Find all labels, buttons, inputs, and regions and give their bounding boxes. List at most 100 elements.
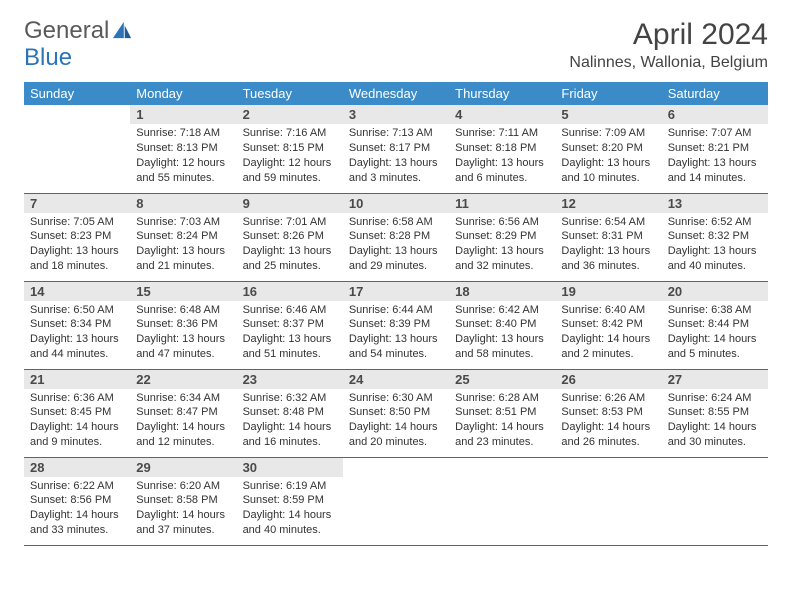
daylight-line: Daylight: 13 hours and 36 minutes. — [561, 244, 655, 274]
day-number: 24 — [343, 370, 449, 389]
day-number: 5 — [555, 105, 661, 124]
sunrise-line: Sunrise: 7:03 AM — [136, 215, 230, 230]
sunrise-line: Sunrise: 6:30 AM — [349, 391, 443, 406]
calendar-day-cell: 11Sunrise: 6:56 AMSunset: 8:29 PMDayligh… — [449, 193, 555, 281]
day-details: Sunrise: 6:42 AMSunset: 8:40 PMDaylight:… — [449, 301, 555, 366]
day-details: Sunrise: 6:46 AMSunset: 8:37 PMDaylight:… — [237, 301, 343, 366]
calendar-day-cell: 3Sunrise: 7:13 AMSunset: 8:17 PMDaylight… — [343, 105, 449, 193]
day-details: Sunrise: 6:30 AMSunset: 8:50 PMDaylight:… — [343, 389, 449, 454]
calendar-day-cell: 30Sunrise: 6:19 AMSunset: 8:59 PMDayligh… — [237, 457, 343, 545]
sunset-line: Sunset: 8:23 PM — [30, 229, 124, 244]
day-details: Sunrise: 7:05 AMSunset: 8:23 PMDaylight:… — [24, 213, 130, 278]
sunset-line: Sunset: 8:29 PM — [455, 229, 549, 244]
daylight-line: Daylight: 14 hours and 9 minutes. — [30, 420, 124, 450]
day-number: 8 — [130, 194, 236, 213]
daylight-line: Daylight: 14 hours and 30 minutes. — [668, 420, 762, 450]
calendar-empty-cell — [24, 105, 130, 193]
logo-text-1: General — [24, 17, 109, 44]
calendar-empty-cell — [449, 457, 555, 545]
header: GeneralBlue April 2024 Nalinnes, Walloni… — [24, 18, 768, 72]
day-details: Sunrise: 6:20 AMSunset: 8:58 PMDaylight:… — [130, 477, 236, 542]
daylight-line: Daylight: 13 hours and 47 minutes. — [136, 332, 230, 362]
day-number: 23 — [237, 370, 343, 389]
daylight-line: Daylight: 14 hours and 23 minutes. — [455, 420, 549, 450]
daylight-line: Daylight: 13 hours and 3 minutes. — [349, 156, 443, 186]
weekday-header-row: SundayMondayTuesdayWednesdayThursdayFrid… — [24, 82, 768, 105]
sunset-line: Sunset: 8:21 PM — [668, 141, 762, 156]
day-details: Sunrise: 7:11 AMSunset: 8:18 PMDaylight:… — [449, 124, 555, 189]
sunset-line: Sunset: 8:36 PM — [136, 317, 230, 332]
logo: GeneralBlue — [24, 18, 133, 70]
daylight-line: Daylight: 12 hours and 55 minutes. — [136, 156, 230, 186]
calendar-day-cell: 13Sunrise: 6:52 AMSunset: 8:32 PMDayligh… — [662, 193, 768, 281]
sunset-line: Sunset: 8:26 PM — [243, 229, 337, 244]
calendar-body: 1Sunrise: 7:18 AMSunset: 8:13 PMDaylight… — [24, 105, 768, 545]
weekday-header: Tuesday — [237, 82, 343, 105]
calendar-day-cell: 1Sunrise: 7:18 AMSunset: 8:13 PMDaylight… — [130, 105, 236, 193]
calendar-week-row: 14Sunrise: 6:50 AMSunset: 8:34 PMDayligh… — [24, 281, 768, 369]
sunrise-line: Sunrise: 6:28 AM — [455, 391, 549, 406]
daylight-line: Daylight: 14 hours and 20 minutes. — [349, 420, 443, 450]
sunrise-line: Sunrise: 6:52 AM — [668, 215, 762, 230]
day-details: Sunrise: 6:40 AMSunset: 8:42 PMDaylight:… — [555, 301, 661, 366]
sail-icon — [111, 20, 133, 45]
calendar-day-cell: 28Sunrise: 6:22 AMSunset: 8:56 PMDayligh… — [24, 457, 130, 545]
calendar-empty-cell — [343, 457, 449, 545]
sunset-line: Sunset: 8:53 PM — [561, 405, 655, 420]
calendar-day-cell: 26Sunrise: 6:26 AMSunset: 8:53 PMDayligh… — [555, 369, 661, 457]
day-details: Sunrise: 6:48 AMSunset: 8:36 PMDaylight:… — [130, 301, 236, 366]
calendar-day-cell: 5Sunrise: 7:09 AMSunset: 8:20 PMDaylight… — [555, 105, 661, 193]
calendar-day-cell: 17Sunrise: 6:44 AMSunset: 8:39 PMDayligh… — [343, 281, 449, 369]
day-details: Sunrise: 6:34 AMSunset: 8:47 PMDaylight:… — [130, 389, 236, 454]
day-number: 26 — [555, 370, 661, 389]
sunset-line: Sunset: 8:31 PM — [561, 229, 655, 244]
sunset-line: Sunset: 8:44 PM — [668, 317, 762, 332]
day-number: 9 — [237, 194, 343, 213]
sunset-line: Sunset: 8:40 PM — [455, 317, 549, 332]
sunrise-line: Sunrise: 6:46 AM — [243, 303, 337, 318]
day-number: 16 — [237, 282, 343, 301]
sunrise-line: Sunrise: 6:48 AM — [136, 303, 230, 318]
sunset-line: Sunset: 8:48 PM — [243, 405, 337, 420]
weekday-header: Monday — [130, 82, 236, 105]
daylight-line: Daylight: 14 hours and 40 minutes. — [243, 508, 337, 538]
daylight-line: Daylight: 13 hours and 10 minutes. — [561, 156, 655, 186]
calendar-day-cell: 23Sunrise: 6:32 AMSunset: 8:48 PMDayligh… — [237, 369, 343, 457]
calendar-day-cell: 12Sunrise: 6:54 AMSunset: 8:31 PMDayligh… — [555, 193, 661, 281]
sunrise-line: Sunrise: 6:24 AM — [668, 391, 762, 406]
calendar-day-cell: 27Sunrise: 6:24 AMSunset: 8:55 PMDayligh… — [662, 369, 768, 457]
sunrise-line: Sunrise: 6:34 AM — [136, 391, 230, 406]
sunrise-line: Sunrise: 7:01 AM — [243, 215, 337, 230]
sunset-line: Sunset: 8:39 PM — [349, 317, 443, 332]
sunrise-line: Sunrise: 7:11 AM — [455, 126, 549, 141]
day-details: Sunrise: 7:01 AMSunset: 8:26 PMDaylight:… — [237, 213, 343, 278]
sunset-line: Sunset: 8:24 PM — [136, 229, 230, 244]
weekday-header: Friday — [555, 82, 661, 105]
day-details: Sunrise: 7:13 AMSunset: 8:17 PMDaylight:… — [343, 124, 449, 189]
sunrise-line: Sunrise: 7:16 AM — [243, 126, 337, 141]
daylight-line: Daylight: 12 hours and 59 minutes. — [243, 156, 337, 186]
daylight-line: Daylight: 13 hours and 32 minutes. — [455, 244, 549, 274]
sunrise-line: Sunrise: 6:19 AM — [243, 479, 337, 494]
day-number: 3 — [343, 105, 449, 124]
daylight-line: Daylight: 13 hours and 21 minutes. — [136, 244, 230, 274]
page-title: April 2024 — [569, 18, 768, 52]
day-number: 21 — [24, 370, 130, 389]
sunrise-line: Sunrise: 6:40 AM — [561, 303, 655, 318]
daylight-line: Daylight: 13 hours and 29 minutes. — [349, 244, 443, 274]
day-number: 7 — [24, 194, 130, 213]
day-details: Sunrise: 6:52 AMSunset: 8:32 PMDaylight:… — [662, 213, 768, 278]
day-details: Sunrise: 6:32 AMSunset: 8:48 PMDaylight:… — [237, 389, 343, 454]
day-number: 18 — [449, 282, 555, 301]
day-number: 15 — [130, 282, 236, 301]
calendar-day-cell: 10Sunrise: 6:58 AMSunset: 8:28 PMDayligh… — [343, 193, 449, 281]
sunset-line: Sunset: 8:18 PM — [455, 141, 549, 156]
calendar-week-row: 1Sunrise: 7:18 AMSunset: 8:13 PMDaylight… — [24, 105, 768, 193]
daylight-line: Daylight: 14 hours and 12 minutes. — [136, 420, 230, 450]
sunrise-line: Sunrise: 7:05 AM — [30, 215, 124, 230]
calendar-day-cell: 22Sunrise: 6:34 AMSunset: 8:47 PMDayligh… — [130, 369, 236, 457]
sunset-line: Sunset: 8:13 PM — [136, 141, 230, 156]
day-number: 30 — [237, 458, 343, 477]
sunrise-line: Sunrise: 7:07 AM — [668, 126, 762, 141]
sunset-line: Sunset: 8:37 PM — [243, 317, 337, 332]
